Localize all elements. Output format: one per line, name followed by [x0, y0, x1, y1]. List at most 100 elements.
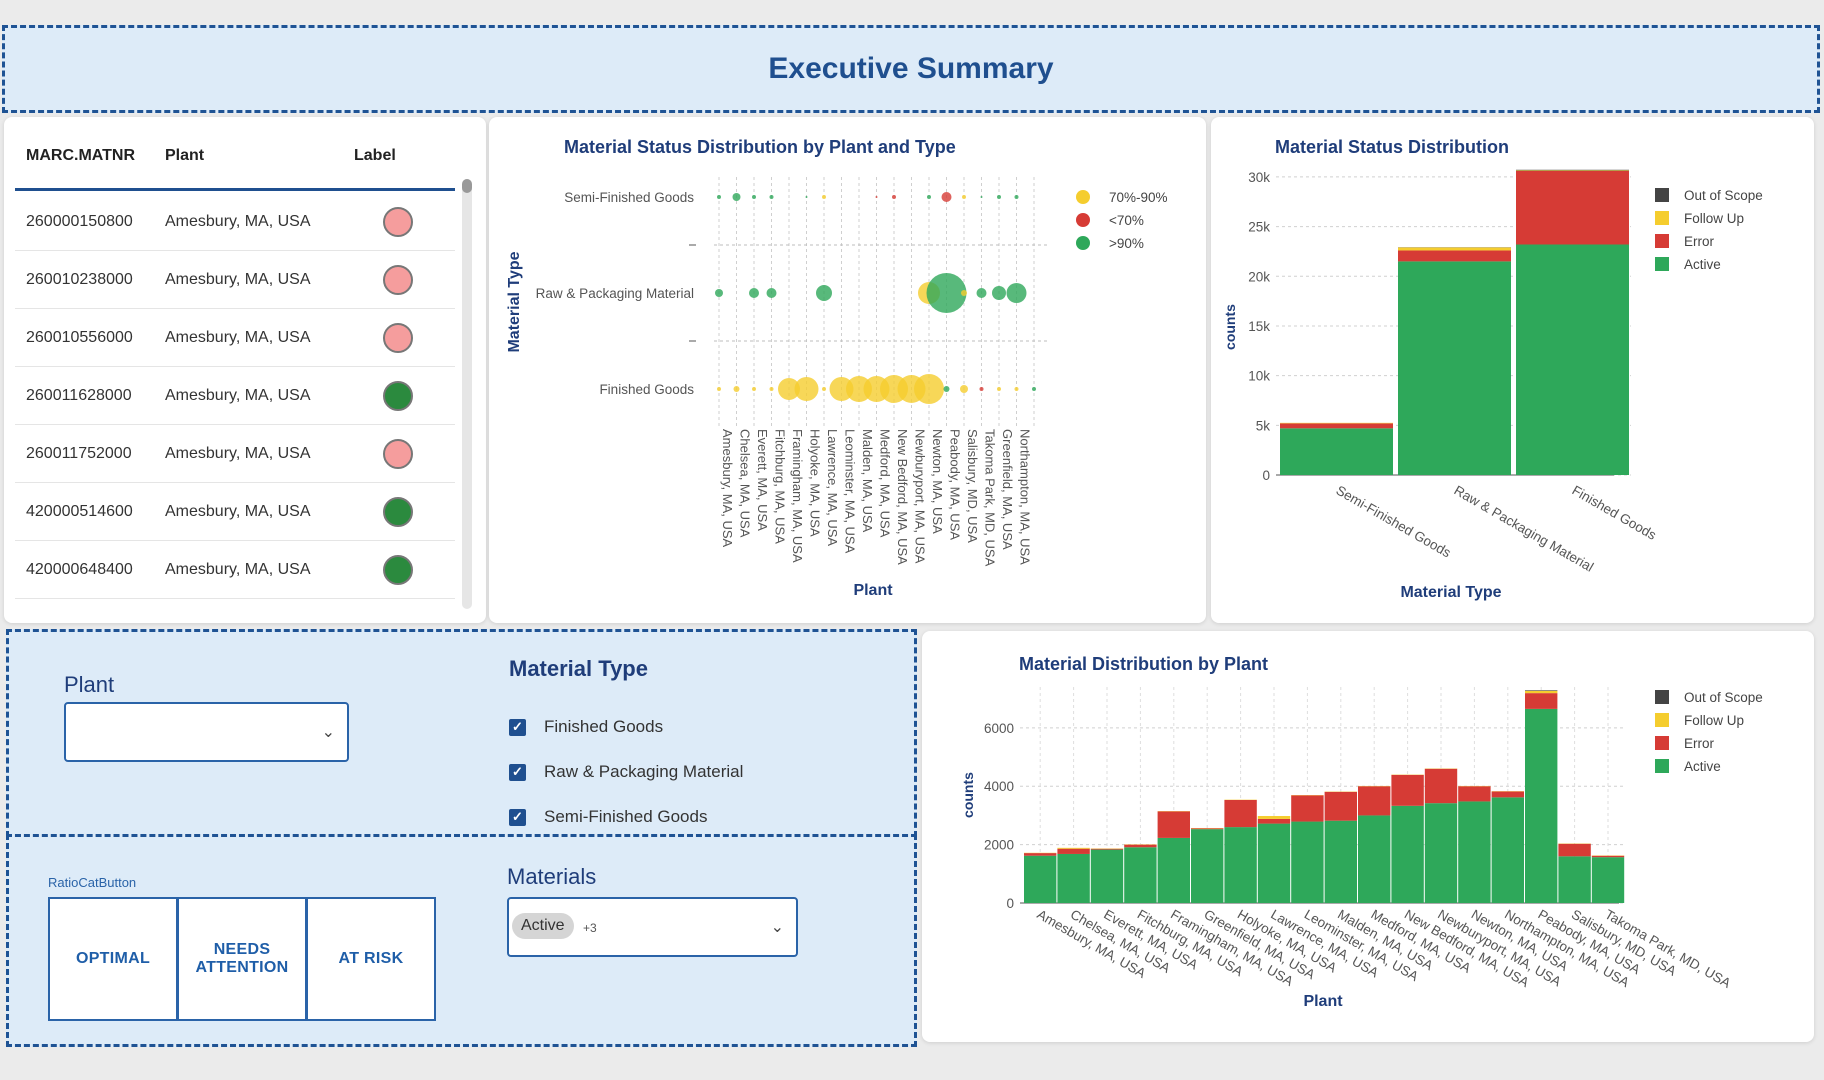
bar-segment — [1398, 247, 1511, 251]
bar-segment — [1280, 423, 1393, 429]
cell-plant: Amesbury, MA, USA — [165, 561, 311, 578]
status-bar-chart: Material Status Distribution 0 5k 10k 15k 20k… — [1222, 137, 1763, 601]
checkbox-label: Raw & Packaging Material — [544, 762, 744, 781]
legend-label: 70%-90% — [1109, 190, 1168, 205]
status-dot — [383, 497, 413, 527]
checkbox-checked-icon[interactable]: ✓ — [509, 808, 526, 826]
bar-segment — [1124, 847, 1157, 903]
table-row[interactable]: 420000514600 Amesbury, MA, USA — [15, 483, 455, 541]
table-scrollbar-thumb[interactable] — [462, 179, 472, 193]
x-axis-title: Material Type — [1400, 584, 1501, 601]
bubble-point — [979, 387, 984, 391]
x-tick-label: Chelsea, MA, USA — [738, 429, 753, 538]
bar-segment — [1024, 855, 1057, 903]
bar-segment — [1224, 827, 1257, 903]
column-header-matnr[interactable]: MARC.MATNR — [26, 147, 136, 164]
checkbox-semi-finished[interactable]: ✓ Semi-Finished Goods — [509, 804, 707, 830]
materials-select[interactable]: Active +3 ⌄ — [507, 897, 798, 957]
bubble-point — [997, 387, 1001, 391]
legend-label: Out of Scope — [1684, 690, 1763, 705]
checkbox-label: Finished Goods — [544, 717, 664, 736]
y-tick-label: 10k — [1248, 369, 1270, 384]
x-tick-label: Finished Goods — [1570, 483, 1660, 543]
y-tick-label: 0 — [1262, 468, 1270, 483]
y-tick-label: Semi-Finished Goods — [564, 190, 694, 205]
checkbox-finished-goods[interactable]: ✓ Finished Goods — [509, 714, 663, 740]
bar-segment — [1516, 244, 1629, 475]
bar-segment — [1398, 261, 1511, 475]
bubble-point — [1014, 387, 1019, 391]
legend-swatch — [1655, 257, 1669, 271]
bar-segment — [1324, 791, 1357, 821]
cell-matnr: 260010238000 — [26, 271, 133, 288]
table-row[interactable]: 260011752000 Amesbury, MA, USA — [15, 425, 455, 483]
legend-label: <70% — [1109, 213, 1144, 228]
checkbox-raw-packaging[interactable]: ✓ Raw & Packaging Material — [509, 759, 743, 785]
plant-chart-panel: Material Distribution by Plant 0 2000 4000 6… — [922, 631, 1814, 1042]
legend-label: Active — [1684, 257, 1721, 272]
bar-segment — [1516, 170, 1629, 171]
y-axis-title: counts — [960, 772, 976, 818]
status-dot — [383, 381, 413, 411]
bubble-point — [717, 195, 721, 199]
x-tick-label: New Bedford, MA, USA — [895, 429, 910, 565]
table-row[interactable]: 420000648400 Amesbury, MA, USA — [15, 541, 455, 599]
column-header-label[interactable]: Label — [354, 147, 396, 164]
x-tick-label: Northampton, MA, USA — [1018, 429, 1033, 565]
table-row[interactable]: 260010238000 Amesbury, MA, USA — [15, 251, 455, 309]
checkbox-checked-icon[interactable]: ✓ — [509, 718, 526, 736]
bubble-point — [717, 387, 721, 391]
y-axis-title: counts — [1222, 304, 1238, 350]
chart-title: Material Distribution by Plant — [1019, 654, 1268, 674]
status-dot — [383, 265, 413, 295]
bubble-point — [1014, 195, 1019, 199]
x-axis-title: Plant — [1303, 993, 1343, 1010]
status-dot — [383, 323, 413, 353]
bubble-point — [997, 195, 1001, 199]
optimal-button[interactable]: OPTIMAL — [48, 897, 178, 1021]
bar-segment — [1358, 815, 1391, 903]
materials-chip[interactable]: Active — [512, 913, 574, 939]
bar-segment — [1291, 821, 1324, 903]
legend-swatch — [1655, 713, 1669, 727]
table-row[interactable]: 260000150800 Amesbury, MA, USA — [15, 193, 455, 251]
x-tick-label: Newton, MA, USA — [930, 429, 945, 534]
bubble-point — [749, 288, 759, 298]
bar-segment — [1257, 816, 1291, 819]
bar-segment — [1324, 820, 1357, 903]
table-scrollbar[interactable] — [462, 179, 472, 609]
legend-swatch — [1655, 759, 1669, 773]
cell-plant: Amesbury, MA, USA — [165, 503, 311, 520]
bubble-point — [976, 288, 987, 298]
chevron-down-icon: ⌄ — [770, 919, 784, 936]
cell-matnr: 260010556000 — [26, 329, 133, 346]
bar-segment — [1057, 853, 1090, 903]
bar-segment — [1358, 786, 1391, 816]
needs-attention-button[interactable]: NEEDS ATTENTION — [177, 897, 307, 1021]
bar-segment — [1558, 843, 1591, 857]
ratio-button-group-label: RatioCatButton — [48, 875, 137, 890]
bar-segment — [1424, 768, 1458, 804]
bar-segment — [1280, 428, 1393, 475]
at-risk-button[interactable]: AT RISK — [306, 897, 436, 1021]
y-tick-label: Finished Goods — [599, 382, 694, 397]
status-dot — [383, 555, 413, 585]
plant-filter-label: Plant — [64, 672, 115, 697]
bar-segment — [1391, 774, 1424, 806]
plant-select[interactable]: ⌄ — [64, 702, 349, 762]
cell-matnr: 420000514600 — [26, 503, 133, 520]
cell-plant: Amesbury, MA, USA — [165, 329, 311, 346]
checkbox-checked-icon[interactable]: ✓ — [509, 763, 526, 781]
bubble-point — [715, 289, 723, 297]
legend-label: Active — [1684, 759, 1721, 774]
cell-matnr: 260000150800 — [26, 213, 133, 230]
table-row[interactable]: 260011628000 Amesbury, MA, USA — [15, 367, 455, 425]
bar-segment — [1057, 847, 1090, 849]
column-header-plant[interactable]: Plant — [165, 147, 205, 164]
bubble-point — [752, 195, 756, 199]
table-row[interactable]: 260010556000 Amesbury, MA, USA — [15, 309, 455, 367]
x-axis-title: Plant — [853, 582, 893, 599]
legend-label: Follow Up — [1684, 211, 1744, 226]
bar-segment — [1525, 690, 1558, 691]
y-tick-label: Raw & Packaging Material — [536, 286, 694, 301]
